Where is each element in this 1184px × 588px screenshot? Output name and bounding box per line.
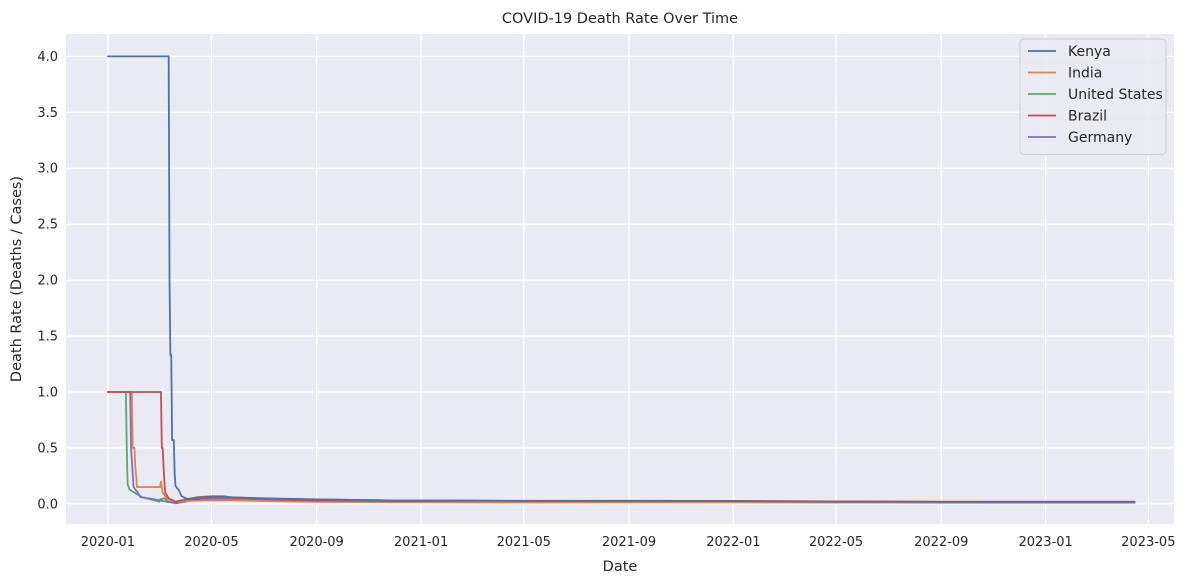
y-tick-label: 4.0 bbox=[37, 50, 58, 65]
x-tick-label: 2022-05 bbox=[809, 535, 863, 550]
y-tick-label: 3.0 bbox=[37, 162, 58, 177]
series-lines bbox=[107, 55, 1136, 505]
y-tick-label: 0.5 bbox=[37, 441, 58, 456]
y-axis-label: Death Rate (Deaths / Cases) bbox=[9, 176, 25, 382]
chart-title: COVID-19 Death Rate Over Time bbox=[502, 11, 738, 27]
legend-label: Kenya bbox=[1068, 44, 1111, 60]
legend-label: United States bbox=[1068, 87, 1163, 103]
y-tick-label: 1.0 bbox=[37, 385, 58, 400]
y-tick-label: 2.0 bbox=[37, 274, 58, 289]
x-tick-label: 2021-05 bbox=[497, 535, 551, 550]
x-tick-label: 2021-01 bbox=[394, 535, 448, 550]
x-tick-label: 2021-09 bbox=[602, 535, 656, 550]
x-tick-label: 2022-09 bbox=[914, 535, 968, 550]
x-tick-label: 2022-01 bbox=[706, 535, 760, 550]
legend: Kenya India United States Brazil Germany bbox=[1019, 38, 1167, 155]
x-axis-ticks: 2020-01 2020-05 2020-09 2021-01 2021-05 2021-… bbox=[81, 535, 1176, 550]
x-tick-label: 2020-09 bbox=[290, 535, 344, 550]
legend-label: Brazil bbox=[1068, 109, 1107, 125]
legend-box bbox=[1019, 38, 1167, 155]
y-tick-label: 3.5 bbox=[37, 106, 58, 121]
x-tick-label: 2020-05 bbox=[184, 535, 238, 550]
y-tick-label: 0.0 bbox=[37, 497, 58, 512]
legend-label: India bbox=[1068, 66, 1102, 82]
plot-area bbox=[66, 34, 1174, 524]
x-tick-label: 2023-05 bbox=[1121, 535, 1175, 550]
y-tick-label: 1.5 bbox=[37, 330, 58, 345]
legend-label: Germany bbox=[1068, 130, 1132, 146]
y-axis-ticks: 0.0 0.5 1.0 1.5 2.0 2.5 3.0 3.5 4.0 bbox=[37, 50, 58, 512]
series-line-kenya bbox=[107, 55, 1136, 503]
y-tick-label: 2.5 bbox=[37, 218, 58, 233]
x-axis-label: Date bbox=[603, 559, 638, 575]
series-line-india bbox=[107, 391, 1136, 504]
x-tick-label: 2020-01 bbox=[81, 535, 135, 550]
x-tick-label: 2023-01 bbox=[1018, 535, 1072, 550]
